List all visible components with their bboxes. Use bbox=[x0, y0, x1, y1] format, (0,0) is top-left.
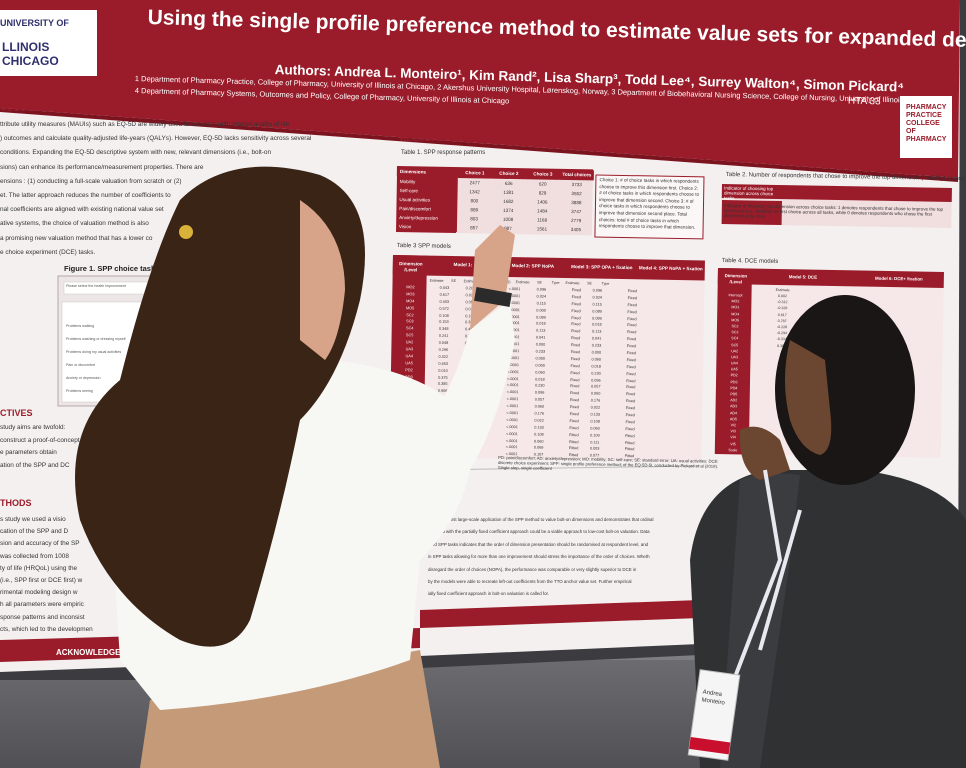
intro-line: nal coefficients are aligned with existi… bbox=[0, 206, 164, 214]
objectives-line: construct a proof-of-concept of bbox=[0, 436, 87, 444]
intro-line: e choice experiment (DCE) tasks. bbox=[0, 248, 96, 256]
intro-line: a promising new valuation method that ha… bbox=[0, 234, 153, 242]
methods-line: cation of the SPP and D bbox=[0, 528, 69, 536]
conclusions-line: esents the first large-scale application… bbox=[428, 517, 654, 522]
intro-line: et. The latter approach reduces the numb… bbox=[0, 192, 171, 200]
figure1-label: Please select the health improvement bbox=[66, 284, 126, 288]
intro-line: sions) can enhance its performance/measu… bbox=[0, 163, 204, 171]
objectives-line: ation of the SPP and DC bbox=[0, 461, 70, 469]
section-results: RESULTS bbox=[400, 133, 442, 143]
methods-line: rimental modeling design w bbox=[0, 589, 78, 597]
conclusions-line: ially fixed coefficient approach in bolt… bbox=[428, 591, 549, 597]
university-logo: UNIVERSITY OF LLINOIS CHICAGO bbox=[0, 10, 97, 76]
methods-text: s study we used a visio cation of the SPP… bbox=[0, 514, 93, 636]
intro-line: conditions. Expanding the EQ-5D descript… bbox=[0, 149, 272, 157]
section-methods: THODS bbox=[0, 498, 32, 508]
figure1-label: Pain or discomfort bbox=[66, 363, 95, 367]
conclusions-text: esents the first large-scale application… bbox=[428, 514, 653, 601]
section-objectives: CTIVES bbox=[0, 408, 33, 418]
intro-line: ative systems, the choice of valuation m… bbox=[0, 220, 149, 228]
methods-line: cts, which led to the developmen bbox=[0, 625, 93, 633]
college-logo: PHARMACY PRACTICE COLLEGE OF PHARMACY bbox=[900, 96, 952, 158]
methods-line: (i.e., SPP first or DCE first) w bbox=[0, 577, 83, 585]
conclusions-line: disregard the order of choices (NOPA), t… bbox=[428, 566, 637, 572]
woman-presenter bbox=[75, 166, 515, 768]
intro-line: ensions : (1) conducting a full-scale va… bbox=[0, 177, 182, 185]
conclusions-line: ered SPP tasks indicates that the order … bbox=[428, 541, 649, 547]
methods-line: was collected from 1008 bbox=[0, 552, 69, 560]
section-introduction: ODUCTION bbox=[0, 103, 48, 113]
figure1-caption: Figure 1. SPP choice task bbox=[64, 264, 156, 273]
figure1-label: Problems walking bbox=[66, 324, 95, 328]
objectives-line: study aims are twofold: bbox=[0, 424, 66, 431]
methods-line: sion and accuracy of the SP bbox=[0, 540, 80, 548]
university-logo-top: UNIVERSITY OF bbox=[0, 18, 69, 28]
introduction-text: ttribute utility measures (MAUIs) such a… bbox=[0, 118, 311, 260]
table1-caption: Table 1. SPP response patterns bbox=[401, 150, 486, 156]
methods-line: ty of life (HRQoL) using the bbox=[0, 564, 78, 572]
objectives-line: e parameters obtain bbox=[0, 449, 57, 456]
intro-line: ) outcomes and calculate quality-adjuste… bbox=[0, 135, 312, 143]
name-badge: Andrea Monteiro bbox=[701, 688, 726, 707]
college-logo-text: PHARMACY PRACTICE COLLEGE OF PHARMACY bbox=[906, 104, 947, 143]
conclusions-line: in SPP tasks allowing for more than one … bbox=[428, 554, 650, 560]
figure1-label: Problems washing or dressing myself bbox=[66, 337, 126, 341]
methods-line: h all parameters were empiric bbox=[0, 601, 84, 609]
university-logo-bottom: LLINOIS CHICAGO bbox=[2, 40, 59, 68]
figure1-label: Problems doing my usual activities bbox=[66, 350, 122, 354]
woman-viewer bbox=[687, 295, 966, 768]
methods-line: s study we used a visio bbox=[0, 516, 66, 523]
conclusions-line: ombined with the partially fixed coeffic… bbox=[428, 529, 650, 535]
intro-line: ttribute utility measures (MAUIs) such a… bbox=[0, 121, 290, 128]
conclusions-line: by the models were able to recreate left… bbox=[428, 579, 632, 585]
section-acknowledgements: ACKNOWLEDGEMENTS bbox=[56, 648, 149, 657]
figure1-label: Problems seeing bbox=[66, 389, 93, 393]
objectives-text: study aims are twofold: construct a proof… bbox=[0, 422, 87, 472]
figure1-label: Anxiety or depression bbox=[66, 376, 101, 380]
methods-line: sponse patterns and inconsist bbox=[0, 613, 85, 621]
